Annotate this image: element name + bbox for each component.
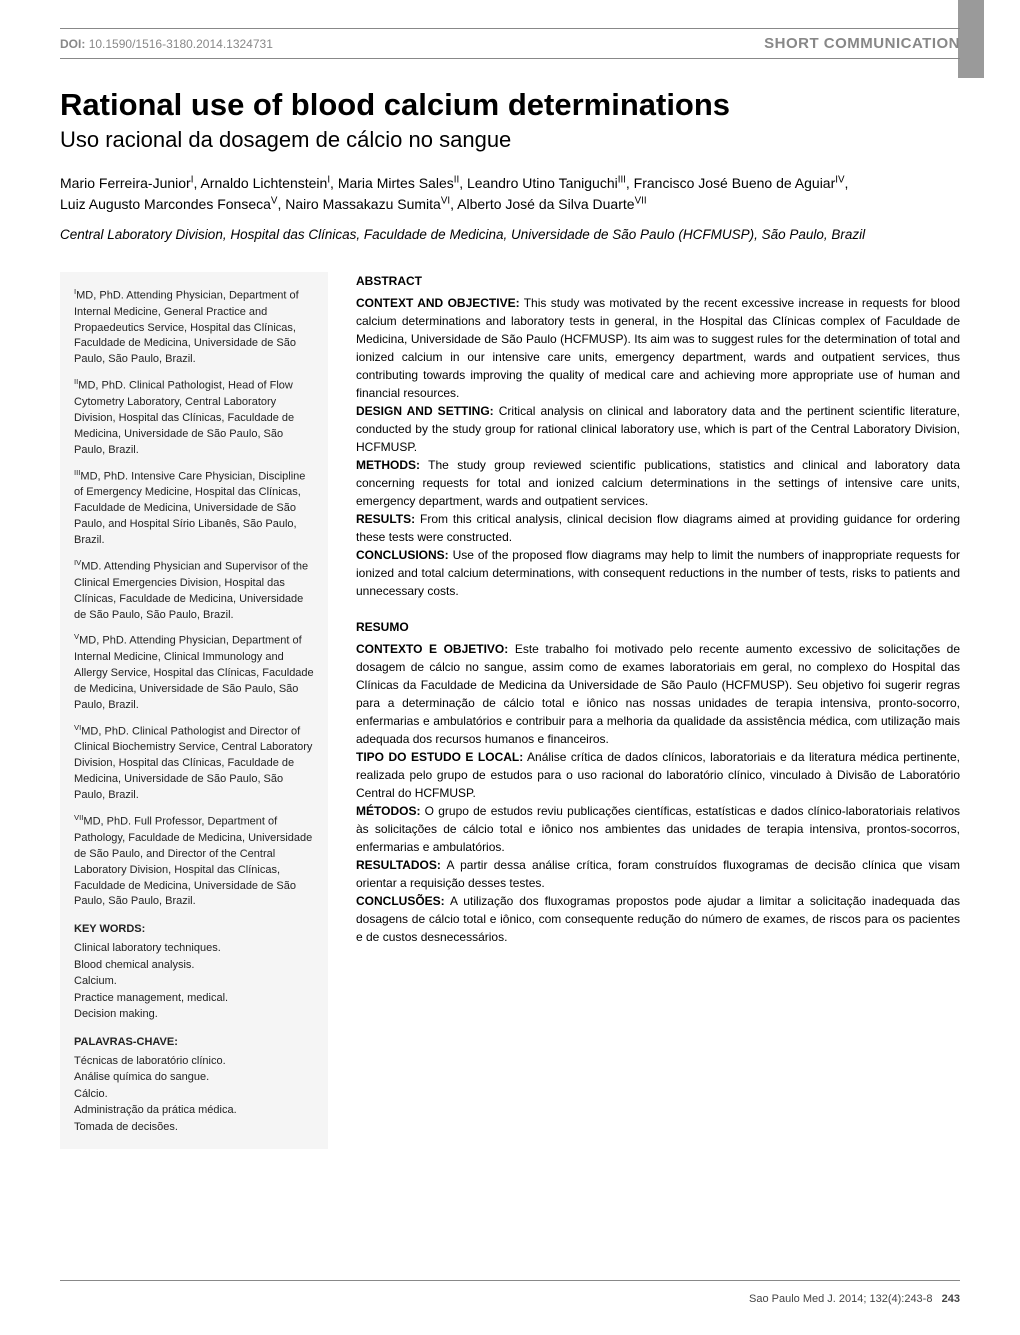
keywords-list-pt: Técnicas de laboratório clínico. Análise… — [74, 1053, 314, 1136]
affiliation-item: IIMD, PhD. Clinical Pathologist, Head of… — [74, 376, 314, 458]
resumo-item: TIPO DO ESTUDO E LOCAL: Análise crítica … — [356, 748, 960, 802]
keyword-item: Calcium. — [74, 973, 314, 990]
abs-label: DESIGN AND SETTING: — [356, 404, 494, 418]
abstract-item: RESULTS: From this critical analysis, cl… — [356, 510, 960, 546]
resumo-item: MÉTODOS: O grupo de estudos reviu public… — [356, 802, 960, 856]
keywords-heading-en: KEY WORDS: — [74, 922, 314, 938]
resumo-heading: RESUMO — [356, 618, 960, 636]
abs-text: From this critical analysis, clinical de… — [356, 512, 960, 544]
abs-label: CONCLUSIONS: — [356, 548, 449, 562]
resumo-item: RESULTADOS: A partir dessa análise críti… — [356, 856, 960, 892]
keywords-heading-pt: PALAVRAS-CHAVE: — [74, 1035, 314, 1051]
keyword-item: Análise química do sangue. — [74, 1069, 314, 1086]
abstract-item: CONCLUSIONS: Use of the proposed flow di… — [356, 546, 960, 600]
footer-page: 243 — [942, 1293, 960, 1305]
title-en: Rational use of blood calcium determinat… — [60, 87, 960, 123]
authors-line-1: Mario Ferreira-JuniorI, Arnaldo Lichtens… — [60, 175, 848, 191]
authors-line-2: Luiz Augusto Marcondes FonsecaV, Nairo M… — [60, 196, 647, 212]
affiliation-item: VMD, PhD. Attending Physician, Departmen… — [74, 631, 314, 713]
top-rule — [60, 28, 960, 29]
aff-sup: VII — [74, 813, 83, 822]
footer-rule — [60, 1280, 960, 1281]
footer-text: Sao Paulo Med J. 2014; 132(4):243-8 243 — [749, 1293, 960, 1305]
keyword-item: Cálcio. — [74, 1086, 314, 1103]
abstract-item: CONTEXT AND OBJECTIVE: This study was mo… — [356, 294, 960, 402]
abs-label: TIPO DO ESTUDO E LOCAL: — [356, 750, 523, 764]
resumo-item: CONTEXTO E OBJETIVO: Este trabalho foi m… — [356, 640, 960, 748]
abs-text: O grupo de estudos reviu publicações cie… — [356, 804, 960, 854]
abs-label: RESULTADOS: — [356, 858, 441, 872]
affiliation-item: IMD, PhD. Attending Physician, Departmen… — [74, 286, 314, 368]
abs-text: A utilização dos fluxogramas propostos p… — [356, 894, 960, 944]
aff-text: MD, PhD. Attending Physician, Department… — [74, 290, 299, 366]
keyword-item: Administração da prática médica. — [74, 1102, 314, 1119]
aff-text: MD. Attending Physician and Supervisor o… — [74, 561, 308, 621]
page-container: DOI: 10.1590/1516-3180.2014.1324731 SHOR… — [0, 0, 1020, 1189]
section-label: SHORT COMMUNICATION — [764, 35, 960, 52]
main-column: ABSTRACT CONTEXT AND OBJECTIVE: This stu… — [356, 272, 960, 1149]
sidebar: IMD, PhD. Attending Physician, Departmen… — [60, 272, 328, 1149]
doi-label: DOI: — [60, 37, 85, 51]
affiliation-item: IIIMD, PhD. Intensive Care Physician, Di… — [74, 467, 314, 549]
authors: Mario Ferreira-JuniorI, Arnaldo Lichtens… — [60, 173, 960, 215]
abstract-block: ABSTRACT CONTEXT AND OBJECTIVE: This stu… — [356, 272, 960, 600]
abs-text: Este trabalho foi motivado pelo recente … — [356, 642, 960, 746]
abs-text: A partir dessa análise crítica, foram co… — [356, 858, 960, 890]
columns: IMD, PhD. Attending Physician, Departmen… — [60, 272, 960, 1149]
doi: DOI: 10.1590/1516-3180.2014.1324731 — [60, 37, 273, 51]
affiliation-item: IVMD. Attending Physician and Supervisor… — [74, 557, 314, 623]
affiliation-item: VIIMD, PhD. Full Professor, Department o… — [74, 812, 314, 910]
abstract-item: METHODS: The study group reviewed scient… — [356, 456, 960, 510]
keyword-item: Tomada de decisões. — [74, 1119, 314, 1136]
aff-text: MD, PhD. Attending Physician, Department… — [74, 635, 314, 711]
abs-text: This study was motivated by the recent e… — [356, 296, 960, 400]
abs-label: METHODS: — [356, 458, 420, 472]
abs-label: RESULTS: — [356, 512, 415, 526]
abs-label: CONTEXTO E OBJETIVO: — [356, 642, 508, 656]
aff-text: MD, PhD. Clinical Pathologist and Direct… — [74, 725, 312, 801]
affiliation-main: Central Laboratory Division, Hospital da… — [60, 227, 960, 242]
abs-label: CONTEXT AND OBJECTIVE: — [356, 296, 520, 310]
resumo-item: CONCLUSÕES: A utilização dos fluxogramas… — [356, 892, 960, 946]
abs-label: CONCLUSÕES: — [356, 894, 445, 908]
abs-label: MÉTODOS: — [356, 804, 420, 818]
abs-text: The study group reviewed scientific publ… — [356, 458, 960, 508]
title-pt: Uso racional da dosagem de cálcio no san… — [60, 127, 960, 153]
keywords-list-en: Clinical laboratory techniques. Blood ch… — [74, 940, 314, 1023]
keyword-item: Blood chemical analysis. — [74, 957, 314, 974]
footer-journal: Sao Paulo Med J. 2014; 132(4):243-8 — [749, 1293, 932, 1305]
keyword-item: Clinical laboratory techniques. — [74, 940, 314, 957]
keyword-item: Practice management, medical. — [74, 990, 314, 1007]
keyword-item: Decision making. — [74, 1006, 314, 1023]
aff-text: MD, PhD. Intensive Care Physician, Disci… — [74, 470, 305, 546]
abstract-item: DESIGN AND SETTING: Critical analysis on… — [356, 402, 960, 456]
aff-text: MD, PhD. Full Professor, Department of P… — [74, 816, 312, 908]
affiliation-item: VIMD, PhD. Clinical Pathologist and Dire… — [74, 722, 314, 804]
header-row: DOI: 10.1590/1516-3180.2014.1324731 SHOR… — [60, 35, 960, 59]
doi-value: 10.1590/1516-3180.2014.1324731 — [89, 37, 273, 51]
aff-text: MD, PhD. Clinical Pathologist, Head of F… — [74, 380, 294, 456]
resumo-block: RESUMO CONTEXTO E OBJETIVO: Este trabalh… — [356, 618, 960, 946]
abstract-heading: ABSTRACT — [356, 272, 960, 290]
keyword-item: Técnicas de laboratório clínico. — [74, 1053, 314, 1070]
